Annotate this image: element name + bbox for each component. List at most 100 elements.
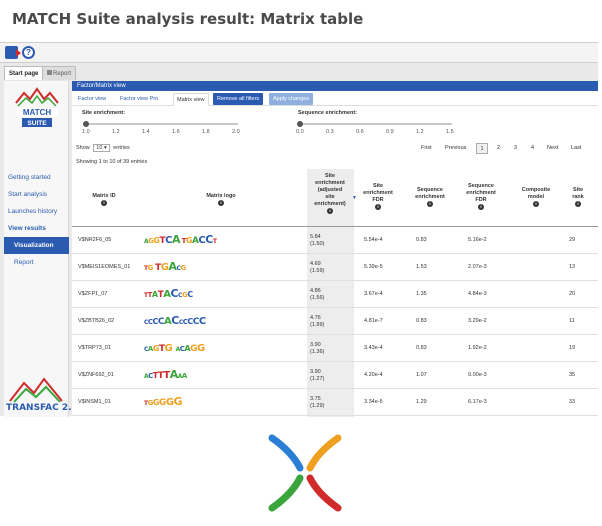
exit-icon[interactable] <box>5 46 21 59</box>
sequence-enrichment-label: Sequence enrichment: <box>298 110 357 116</box>
adjusted-site-enrichment-value: (1.36) <box>310 348 325 355</box>
cell-matrix-id: V$NR2F6_05 <box>78 237 112 243</box>
col-site-enrichment-label: enrichment <box>315 180 345 186</box>
cell-site-rank: 11 <box>569 318 575 324</box>
col-sequence-fdr[interactable]: Sequence enrichment FDR i <box>463 183 499 211</box>
pager-page-3[interactable]: 3 <box>514 145 518 151</box>
info-icon[interactable]: i <box>478 204 484 210</box>
sequence-logo: CAGTG ACAGG <box>144 343 205 354</box>
sequence-enrichment-handle[interactable] <box>297 121 303 127</box>
site-enrichment-value: 5.84 <box>310 233 321 240</box>
seq-tick: 0.6 <box>356 129 364 135</box>
cell-site-rank: 19 <box>569 345 576 351</box>
cell-site-fdr: 4.20e-4 <box>364 372 383 378</box>
sequence-enrichment-track[interactable] <box>300 123 452 125</box>
cell-matrix-id: V$INSM1_01 <box>78 399 111 405</box>
col-site-rank[interactable]: Site rank i <box>567 187 589 208</box>
col-site-rank-label: Site <box>572 187 584 193</box>
panel-title: Factor/Matrix view <box>72 81 598 91</box>
sequence-logo: TG TGACG <box>144 260 186 273</box>
cell-sequence-fdr: 5.16e-2 <box>468 237 487 243</box>
cell-sequence-enrichment: 0.83 <box>416 318 427 324</box>
info-icon[interactable]: i <box>327 208 333 214</box>
adjusted-site-enrichment-value: (1.27) <box>310 375 325 382</box>
cell-matrix-logo: TTATACCGC <box>144 281 193 308</box>
cell-site-enrichment: 3.90 (1.36) <box>310 335 324 362</box>
tab-matrix-view[interactable]: Matrix view <box>173 93 209 106</box>
cell-site-rank: 29 <box>569 237 576 243</box>
pager-next[interactable]: Next <box>547 145 559 151</box>
info-icon[interactable]: i <box>218 200 224 206</box>
table-row[interactable]: V$ZBTB26_02 CCCCACCCCCC 4.76 (1.99) 4.81e-7 0… <box>72 308 598 335</box>
col-matrix-id[interactable]: Matrix ID i <box>84 193 124 207</box>
remove-all-filters-button[interactable]: Remove all filters <box>213 93 264 105</box>
pager-page-2[interactable]: 2 <box>497 145 501 151</box>
site-tick: 1.0 <box>82 129 90 135</box>
pager-page-4[interactable]: 4 <box>531 145 535 151</box>
pager-last[interactable]: Last <box>571 145 582 151</box>
table-row[interactable]: V$ZNF692_01 ACTTTAAA 3.90 (1.27) 4.20e-4 1.07… <box>72 362 598 389</box>
pager-previous[interactable]: Previous <box>445 145 467 151</box>
adjusted-site-enrichment-value: (1.50) <box>310 240 325 247</box>
info-icon[interactable]: i <box>575 201 581 207</box>
col-site-enrichment[interactable]: Site enrichment (adjusted site enrichmen… <box>308 173 352 215</box>
sequence-logo: TTATACCGC <box>144 287 193 300</box>
seq-tick: 1.5 <box>446 129 454 135</box>
col-sequence-enrichment[interactable]: Sequence enrichment i <box>412 187 448 208</box>
site-enrichment-value: 3.90 <box>310 341 321 348</box>
entries-length-control: Show 10 ▾ entries <box>76 144 130 152</box>
entries-per-page-value: 10 <box>96 145 103 151</box>
sort-desc-icon[interactable]: ▼ <box>352 195 357 201</box>
cell-site-enrichment: 4.69 (1.59) <box>310 254 324 281</box>
col-composite-model-label: model <box>527 194 545 200</box>
showing-info: Showing 1 to 10 of 39 entries <box>76 159 148 165</box>
cell-site-rank: 33 <box>569 399 576 405</box>
col-site-fdr[interactable]: Site enrichment FDR i <box>360 183 396 211</box>
site-enrichment-handle[interactable] <box>83 121 89 127</box>
sequence-logo: TGGGGG <box>144 395 183 408</box>
sidebar-item-getting-started[interactable]: Getting started <box>8 174 51 181</box>
cell-matrix-logo: TG TGACG <box>144 254 186 281</box>
cell-site-rank: 13 <box>569 264 576 270</box>
site-tick: 1.2 <box>112 129 120 135</box>
tab-report[interactable]: Report <box>42 66 77 80</box>
cell-sequence-enrichment: 0.83 <box>416 237 427 243</box>
table-row[interactable]: V$ZFP1_07 TTATACCGC 4.86 (1.56) 3.67e-4 1.35 4… <box>72 281 598 308</box>
pager-page-1[interactable]: 1 <box>476 143 488 154</box>
sidebar-item-start-analysis[interactable]: Start analysis <box>8 191 48 198</box>
cell-site-fdr: 3.34e-5 <box>364 399 383 405</box>
help-icon[interactable]: ? <box>22 46 35 59</box>
entries-per-page-select[interactable]: 10 ▾ <box>93 144 110 152</box>
sidebar-item-report[interactable]: Report <box>14 259 34 266</box>
info-icon[interactable]: i <box>533 201 539 207</box>
tab-factor-view[interactable]: Factor view <box>78 96 107 102</box>
seq-tick: 0.0 <box>296 129 304 135</box>
apply-changes-button[interactable]: Apply changes <box>269 93 314 105</box>
site-enrichment-value: 4.76 <box>310 314 321 321</box>
cell-site-rank: 20 <box>569 291 576 297</box>
table-row[interactable]: V$TRP73_01 CAGTG ACAGG 3.90 (1.36) 3.43e-4 0.… <box>72 335 598 362</box>
cell-site-enrichment: 5.84 (1.50) <box>310 227 324 254</box>
col-matrix-logo: Matrix logo i <box>196 193 246 207</box>
sidebar-item-view-results[interactable]: View results <box>8 225 46 232</box>
info-icon[interactable]: i <box>375 204 381 210</box>
tab-factor-view-pro[interactable]: Factor view Pro <box>120 96 159 102</box>
info-icon[interactable]: i <box>427 201 433 207</box>
cell-matrix-logo: ACTTTAAA <box>144 362 187 389</box>
table-row[interactable]: V$NR2F6_05 AGGTCA TGACCT 5.84 (1.50) 5.54e-4… <box>72 227 598 254</box>
table-row[interactable]: V$MEIS1EOMES_01 TG TGACG 4.69 (1.59) 5.39e-5… <box>72 254 598 281</box>
sidebar-item-launches-history[interactable]: Launches history <box>8 208 58 215</box>
table-row[interactable]: V$INSM1_01 TGGGGG 3.75 (1.29) 3.34e-5 1.29 6.1… <box>72 389 598 416</box>
col-composite-model[interactable]: Composite model i <box>518 187 554 208</box>
info-icon[interactable]: i <box>101 200 107 206</box>
cell-site-fdr: 5.39e-5 <box>364 264 383 270</box>
site-enrichment-track[interactable] <box>86 123 238 125</box>
cell-site-enrichment: 4.86 (1.56) <box>310 281 324 308</box>
col-sequence-enrichment-label: enrichment <box>415 194 445 200</box>
cell-site-enrichment: 3.90 (1.27) <box>310 362 324 389</box>
tab-start-page[interactable]: Start page <box>4 66 44 80</box>
sidebar-item-visualization[interactable]: Visualization <box>4 237 69 254</box>
site-enrichment-label: Site enrichment: <box>82 110 126 116</box>
col-site-enrichment-label: site <box>325 194 335 200</box>
pager-first[interactable]: First <box>421 145 432 151</box>
